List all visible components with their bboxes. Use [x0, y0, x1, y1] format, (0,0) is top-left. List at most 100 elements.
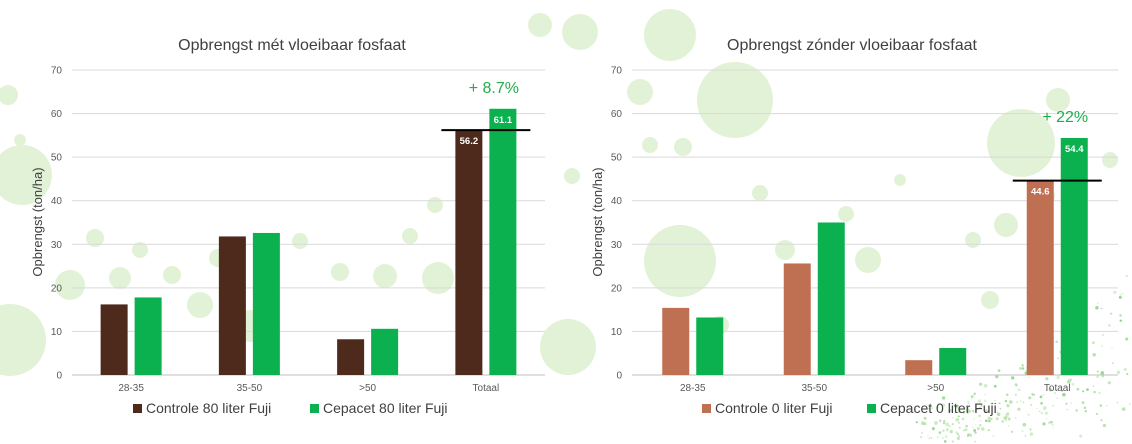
chart-title: Opbrengst zónder vloeibaar fosfaat: [727, 37, 977, 54]
y-tick-label: 30: [51, 240, 63, 251]
background-decoration: [0, 9, 1131, 443]
decor-dot: [1029, 432, 1034, 436]
decor-dot: [988, 419, 991, 423]
x-tick-label: Totaal: [473, 383, 500, 394]
decor-dot: [994, 399, 996, 402]
decor-dot: [1042, 394, 1045, 396]
decor-dot: [1042, 406, 1047, 410]
decor-dot: [969, 434, 973, 437]
decor-dot: [949, 429, 953, 434]
decor-dot: [930, 437, 933, 439]
decor-dot: [1040, 412, 1043, 415]
decor-dot: [1017, 407, 1021, 411]
x-tick-label: 28-35: [680, 383, 706, 394]
decor-dot: [987, 429, 990, 432]
decor-dot: [920, 436, 923, 439]
decor-dot: [1036, 408, 1038, 410]
decor-dot: [1084, 410, 1087, 413]
decor-dot: [1039, 410, 1041, 413]
decor-circle: [697, 62, 773, 138]
decor-dot: [1108, 324, 1111, 327]
x-tick-label: 35-50: [237, 383, 263, 394]
decor-dot: [1007, 417, 1011, 421]
data-label: 56.2: [460, 136, 479, 147]
data-label: 44.6: [1031, 187, 1050, 198]
decor-dot: [948, 425, 951, 428]
decor-dot: [1111, 346, 1113, 349]
decor-dot: [997, 369, 1001, 372]
decor-dot: [1031, 393, 1034, 396]
decor-dot: [1048, 388, 1053, 392]
decor-circle: [163, 266, 181, 284]
decor-dot: [942, 421, 946, 425]
decor-dot: [928, 437, 931, 440]
y-tick-label: 0: [616, 371, 622, 382]
decor-dot: [1056, 388, 1059, 391]
decor-circle: [994, 213, 1018, 237]
decor-dot: [1052, 427, 1055, 429]
decor-dot: [977, 399, 982, 403]
decor-dot: [979, 424, 982, 427]
decor-dot: [1051, 423, 1054, 426]
bar: [662, 307, 690, 375]
decor-dot: [938, 419, 942, 423]
decor-dot: [1107, 381, 1112, 385]
y-tick-label: 10: [611, 327, 623, 338]
y-tick-label: 60: [611, 109, 623, 120]
decor-dot: [1100, 307, 1103, 310]
decor-dot: [942, 437, 944, 439]
decor-dot: [961, 417, 965, 421]
decor-dot: [1024, 434, 1027, 437]
bar: [455, 130, 483, 375]
decor-dot: [1096, 370, 1099, 373]
decor-dot: [1066, 388, 1069, 391]
decor-dot: [1009, 400, 1013, 404]
decor-dot: [941, 396, 946, 400]
decor-dot: [973, 392, 976, 395]
bar: [905, 360, 933, 375]
decor-dot: [1005, 420, 1007, 422]
decor-dot: [1070, 402, 1072, 404]
y-tick-label: 70: [611, 66, 623, 77]
decor-dot: [945, 422, 950, 427]
decor-dot: [1095, 413, 1098, 415]
decor-dot: [1096, 302, 1099, 305]
decor-circle: [402, 228, 418, 244]
decor-dot: [1050, 420, 1053, 424]
decor-dot: [980, 420, 982, 422]
decor-dot: [1039, 395, 1043, 399]
decor-dot: [953, 404, 956, 407]
legend: Controle 0 liter Fuji Cepacet 0 liter Fuj…: [702, 400, 997, 416]
decor-dot: [1119, 293, 1122, 296]
decor-dot: [1098, 391, 1101, 395]
decor-circle: [642, 137, 658, 153]
decor-circle: [981, 291, 999, 309]
decor-circle: [965, 232, 981, 248]
decor-dot: [967, 433, 970, 436]
decor-dot: [1044, 411, 1049, 415]
decor-dot: [958, 410, 961, 413]
decor-dot: [956, 436, 961, 441]
decor-dot: [956, 432, 959, 435]
decor-dot: [935, 405, 939, 409]
decor-dot: [1021, 363, 1024, 366]
decor-dot: [983, 384, 988, 388]
decor-dot: [955, 418, 960, 422]
decor-dot: [967, 400, 969, 403]
decor-dot: [1033, 393, 1036, 396]
decor-dot: [987, 416, 992, 421]
decor-dot: [981, 403, 983, 406]
decor-dot: [948, 408, 952, 413]
y-axis-label: Opbrengst (ton/ha): [590, 167, 605, 276]
decor-dot: [1110, 312, 1113, 315]
decor-dot: [915, 421, 918, 424]
decor-dot: [1116, 370, 1121, 375]
y-axis-label: Opbrengst (ton/ha): [30, 167, 45, 276]
decor-dot: [1065, 402, 1068, 405]
legend-entry: Controle 80 liter Fuji: [146, 400, 271, 416]
decor-dot: [1118, 295, 1122, 299]
decor-dot: [1101, 375, 1104, 378]
decor-dot: [966, 408, 969, 411]
x-tick-label: Totaal: [1044, 383, 1071, 394]
